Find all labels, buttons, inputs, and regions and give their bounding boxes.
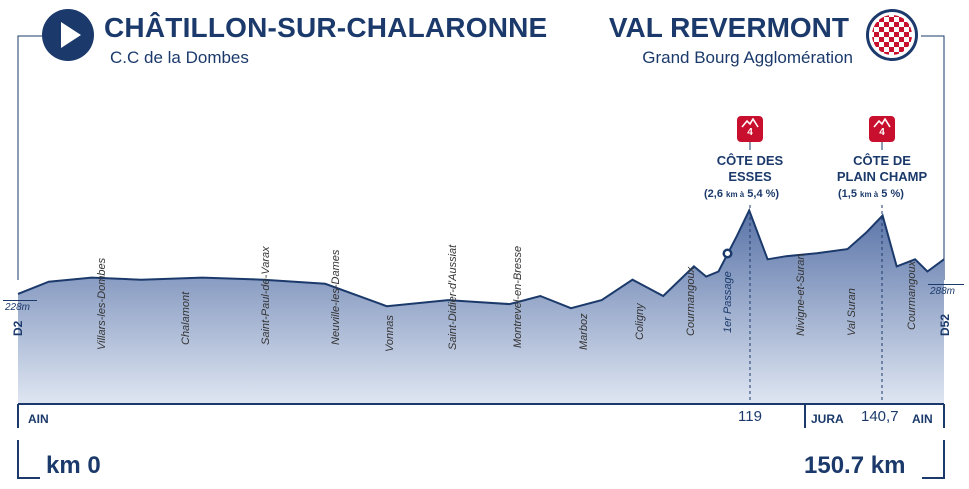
region-start: AIN [28, 412, 49, 426]
region-end: AIN [912, 412, 933, 426]
place-label: Courmangoux [685, 266, 697, 336]
start-bracket [17, 440, 40, 479]
climb-category-badge: 4 [737, 116, 763, 142]
finish-checkered-flag-icon [866, 9, 918, 61]
finish-distance: 150.7 km [804, 452, 906, 479]
finish-bracket [922, 440, 945, 479]
climb-1-name: CÔTE DES ESSES [716, 153, 784, 184]
place-label: Saint-Paul-de-Varax [260, 246, 272, 345]
place-label: Neuville-les-Dames [330, 249, 342, 345]
start-elevation-rule [3, 300, 37, 301]
climb-category-badge: 4 [869, 116, 895, 142]
elevation-profile-line [17, 207, 945, 310]
start-connector-line [17, 35, 42, 280]
climb-category: 4 [747, 127, 753, 138]
place-label: Coligny [634, 303, 646, 340]
place-label: Nivigne-et-Suran [795, 253, 807, 336]
finish-elevation: 288m [930, 286, 956, 297]
start-distance: km 0 [46, 452, 101, 479]
climb-2-name: CÔTE DE PLAIN CHAMP [836, 153, 928, 184]
climb-category: 4 [879, 127, 885, 138]
place-label: Vonnas [384, 315, 396, 352]
start-town: CHÂTILLON-SUR-CHALARONNE [104, 12, 548, 43]
mountain-icon [741, 118, 759, 128]
start-elevation: 228m [5, 302, 31, 313]
place-label: Val Suran [846, 288, 858, 336]
place-label: Montrevel-en-Bresse [512, 245, 524, 348]
place-label: Villars-les-Dombes [96, 257, 108, 350]
mountain-icon [873, 118, 891, 128]
elevation-profile-area [18, 210, 944, 404]
climb-2-detail: (1,5 km à 5 %) [838, 188, 904, 200]
place-label-first-passage: 1er Passage [722, 271, 734, 333]
place-label: Courmangoux [906, 260, 918, 330]
finish-elevation-rule [928, 284, 964, 285]
place-label: Marboz [578, 313, 590, 350]
finish-road: D52 [938, 313, 952, 336]
finish-connector-line [921, 35, 945, 280]
start-area: C.C de la Dombes [110, 48, 249, 67]
place-label: Chalamont [180, 291, 192, 345]
finish-area: Grand Bourg Agglomération [642, 48, 853, 67]
start-arrow-icon [42, 9, 94, 61]
climb-2-km: 140,7 [861, 408, 899, 425]
climb-1-km: 119 [738, 408, 762, 425]
region-middle: JURA [811, 412, 844, 426]
climb-1-detail: (2,6 km à 5,4 %) [704, 188, 780, 200]
finish-town: VAL REVERMONT [608, 12, 849, 43]
passage-marker-icon [722, 246, 733, 259]
start-road: D2 [11, 320, 25, 336]
place-label: Saint-Didier-d'Aussiat [447, 244, 459, 350]
